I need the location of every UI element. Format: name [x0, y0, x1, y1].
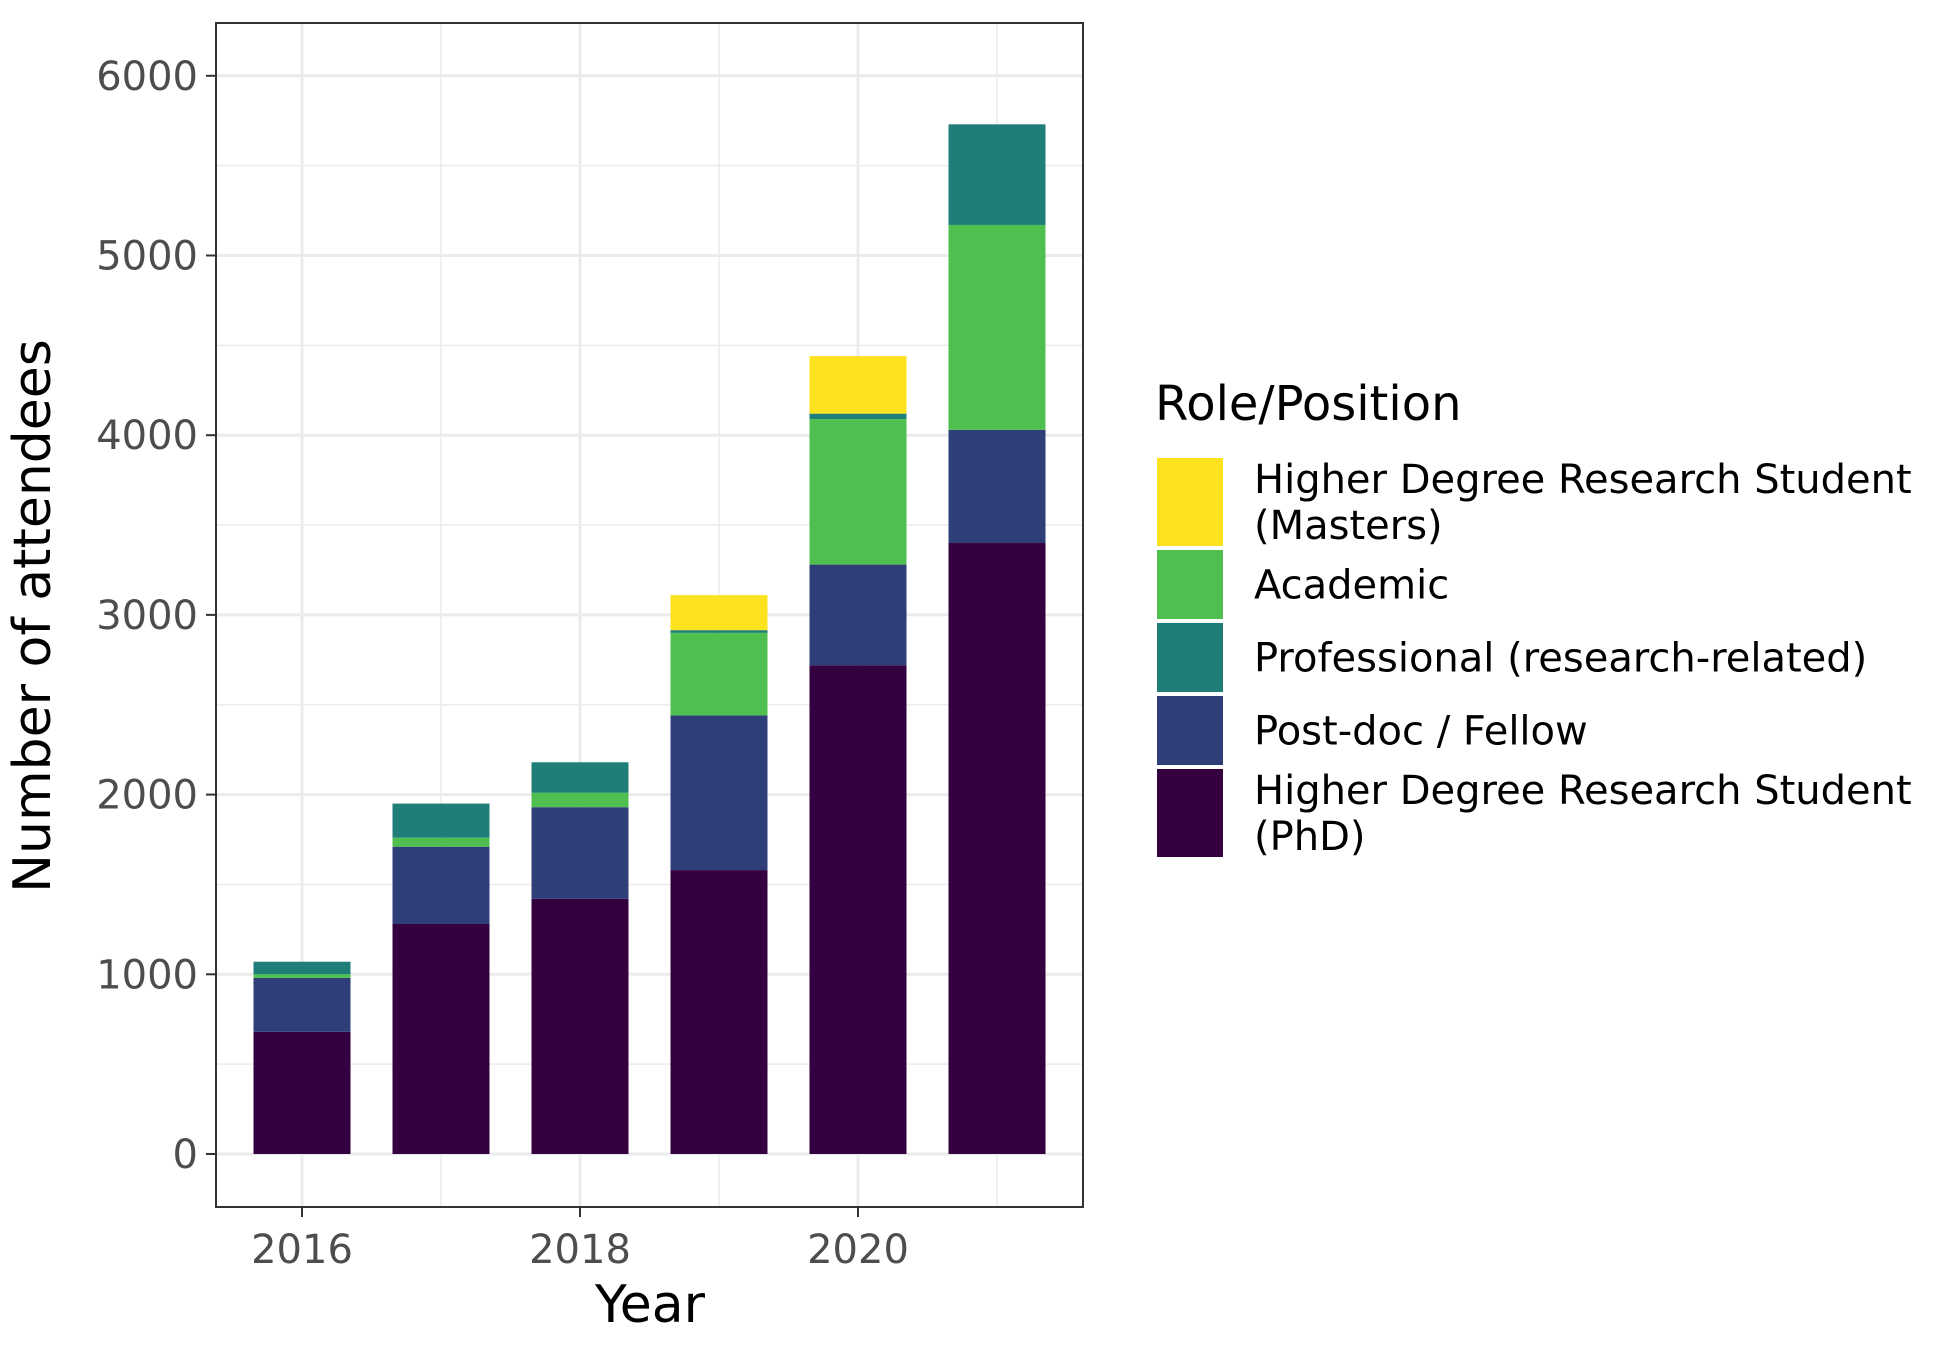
- legend-label: Professional (research-related): [1254, 636, 1867, 682]
- x-axis: 2016 2018 2020: [251, 1207, 909, 1273]
- legend-key: [1157, 769, 1223, 857]
- legend-label: (PhD): [1254, 814, 1365, 860]
- bar-segment: [948, 543, 1046, 1154]
- legend-label: Higher Degree Research Student: [1254, 457, 1912, 503]
- bar-segment: [809, 419, 907, 565]
- y-tick-label: 4000: [96, 413, 198, 459]
- y-axis-title: Number of attendees: [3, 339, 63, 893]
- legend-label: Post-doc / Fellow: [1254, 709, 1588, 755]
- bar-segment: [670, 630, 768, 633]
- legend-key: [1157, 623, 1223, 692]
- y-tick-label: 3000: [96, 593, 198, 639]
- y-tick-label: 1000: [96, 952, 198, 998]
- bar-segment: [253, 977, 351, 1032]
- legend-label: (Masters): [1254, 503, 1443, 549]
- bar-segment: [809, 564, 907, 666]
- bar-segment: [531, 792, 629, 808]
- x-tick-label: 2016: [251, 1227, 353, 1273]
- bar-segment: [809, 413, 907, 420]
- bar-segment: [948, 124, 1046, 225]
- x-tick-label: 2020: [807, 1227, 909, 1273]
- bar-segment: [809, 356, 907, 414]
- bar-segment: [253, 974, 351, 978]
- y-tick-label: 0: [173, 1132, 198, 1178]
- bar-segment: [948, 429, 1046, 544]
- y-tick-label: 2000: [96, 773, 198, 819]
- legend-key: [1157, 550, 1223, 619]
- bar-segment: [670, 870, 768, 1154]
- bar-segment: [670, 632, 768, 716]
- x-axis-title: Year: [594, 1275, 706, 1335]
- y-axis: 0 1000 2000 3000 4000 5000 6000: [96, 54, 216, 1178]
- bar-segment: [392, 923, 490, 1154]
- legend: Role/Position Higher Degree Research Stu…: [1155, 376, 1912, 860]
- legend-key: [1157, 696, 1223, 765]
- y-tick-label: 5000: [96, 234, 198, 280]
- y-tick-label: 6000: [96, 54, 198, 100]
- bars: [253, 124, 1046, 1154]
- bar-segment: [531, 762, 629, 793]
- bar-segment: [531, 898, 629, 1154]
- legend-label: Higher Degree Research Student: [1254, 768, 1912, 814]
- bar-segment: [809, 665, 907, 1154]
- bar-segment: [253, 961, 351, 975]
- legend-title: Role/Position: [1155, 376, 1462, 432]
- bar-segment: [392, 846, 490, 924]
- legend-label: Academic: [1254, 563, 1449, 609]
- bar-segment: [531, 807, 629, 899]
- bar-segment: [670, 595, 768, 631]
- bar-segment: [253, 1031, 351, 1154]
- legend-key: [1157, 458, 1223, 546]
- x-tick-label: 2018: [529, 1227, 631, 1273]
- bar-segment: [670, 715, 768, 871]
- bar-segment: [392, 803, 490, 838]
- bar-segment: [392, 837, 490, 847]
- bar-segment: [948, 224, 1046, 430]
